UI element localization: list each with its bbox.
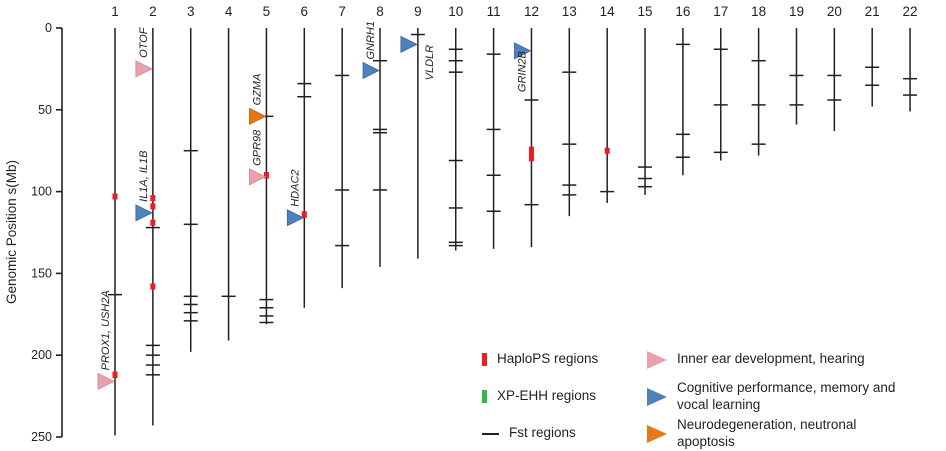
legend-label: Fst regions	[509, 425, 576, 441]
hearing-gene-triangle	[97, 372, 115, 391]
chromosome-label: 1	[111, 4, 119, 19]
cognitive-gene-triangle	[286, 209, 305, 227]
legend-item-hearing: Inner ear development, hearing	[647, 350, 946, 369]
chromosome-label: 2	[149, 4, 157, 19]
y-tick-label: 50	[38, 103, 52, 117]
fst-marker-icon	[482, 432, 499, 435]
gene-label: HDAC2	[289, 169, 301, 206]
y-tick-label: 100	[31, 185, 52, 199]
chromosome-label: 6	[301, 4, 309, 19]
y-tick-label: 150	[31, 266, 52, 280]
y-tick-label: 200	[31, 348, 52, 362]
gene-label: GPR98	[251, 129, 263, 166]
legend-item-xpehh: XP-EHH regions	[482, 388, 647, 404]
cognitive-gene-triangle	[135, 204, 153, 222]
legend-label: Inner ear development, hearing	[677, 351, 865, 367]
chromosome-label: 5	[263, 4, 271, 19]
hearing-gene-triangle	[249, 168, 267, 186]
gene-label: GZMA	[251, 74, 263, 106]
chromosome-label: 15	[638, 4, 653, 19]
chromosome-label: 12	[524, 4, 539, 19]
legend-label: Cognitive performance, memory and vocal …	[677, 380, 896, 412]
chromosome-label: 3	[187, 4, 195, 19]
haplops-region	[150, 195, 156, 202]
chromosome-label: 18	[751, 4, 766, 19]
haplops-region	[112, 193, 118, 200]
legend-label: HaploPS regions	[497, 351, 599, 367]
chromosome-label: 13	[562, 4, 577, 19]
legend: HaploPS regions XP-EHH regions Fst regio…	[482, 341, 946, 451]
haplops-region	[150, 203, 156, 210]
haplops-region	[150, 219, 156, 226]
gene-label: IL1A, IL1B	[138, 150, 150, 201]
y-axis-title: Genomic Position s(Mb)	[4, 160, 19, 304]
legend-item-haplops: HaploPS regions	[482, 351, 647, 367]
hearing-gene-triangle	[135, 60, 153, 78]
gene-label: OTOF	[138, 26, 150, 58]
y-tick-label: 250	[31, 430, 52, 444]
chromosome-label: 14	[600, 4, 616, 19]
chromosome-label: 4	[225, 4, 233, 19]
chromosome-label: 20	[827, 4, 842, 19]
hearing-triangle-icon	[647, 350, 667, 369]
gene-label: GNRH1	[365, 21, 377, 60]
haplops-region	[301, 211, 307, 218]
haplops-marker-icon	[482, 353, 487, 366]
chromosome-label: 7	[338, 4, 346, 19]
cognitive-gene-triangle	[362, 61, 380, 80]
legend-item-fst: Fst regions	[482, 425, 647, 441]
chromosome-label: 10	[448, 4, 463, 19]
haplops-region	[263, 171, 269, 179]
legend-item-neuro: Neurodegeneration, neutronal apoptosis	[647, 417, 946, 449]
chromosome-label: 11	[487, 4, 501, 19]
chromosome-label: 19	[789, 4, 804, 19]
neuro-gene-triangle	[249, 107, 267, 125]
cognitive-triangle-icon	[647, 387, 667, 406]
chromosome-label: 8	[376, 4, 384, 19]
chromosome-label: 16	[675, 4, 690, 19]
gene-label: PROX1, USH2A	[100, 290, 112, 370]
legend-item-cognitive: Cognitive performance, memory and vocal …	[647, 380, 946, 412]
legend-label: Neurodegeneration, neutronal apoptosis	[677, 417, 857, 449]
haplops-region	[528, 146, 534, 162]
chromosome-label: 17	[713, 4, 728, 19]
haplops-region	[150, 283, 156, 290]
haplops-region	[604, 147, 610, 154]
xpehh-marker-icon	[482, 390, 487, 403]
y-tick-label: 0	[45, 21, 52, 35]
haplops-region	[112, 371, 118, 379]
gene-label: VLDLR	[424, 45, 436, 81]
legend-label: XP-EHH regions	[497, 388, 597, 404]
chromosome-label: 21	[865, 4, 880, 19]
chromosome-label: 22	[903, 4, 918, 19]
chromosome-label: 9	[414, 4, 422, 19]
neuro-triangle-icon	[647, 424, 667, 443]
gene-label: GRIN2B	[516, 51, 528, 92]
cognitive-gene-triangle	[514, 42, 532, 60]
cognitive-gene-triangle	[400, 35, 418, 54]
